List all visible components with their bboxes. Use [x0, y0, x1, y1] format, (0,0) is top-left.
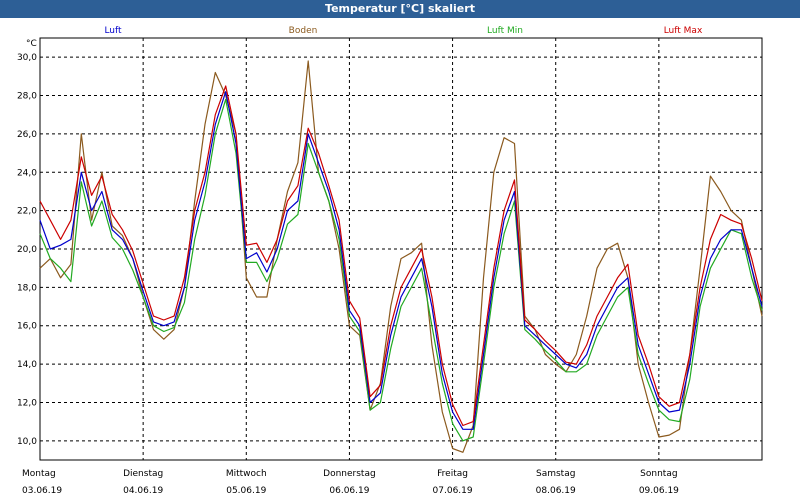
x-tick-date: 03.06.19 — [22, 486, 62, 496]
series-line-boden — [39, 60, 763, 453]
x-tick-date: 06.06.19 — [329, 486, 369, 496]
x-tick-weekday: Donnerstag — [323, 469, 376, 479]
x-tick-date: 09.06.19 — [639, 486, 679, 496]
x-tick-weekday: Mittwoch — [226, 469, 267, 479]
y-tick-label: 14,0 — [17, 360, 37, 370]
temperature-chart: Luft Boden Luft Min Luft Max °C 10,0 12,0 14,… — [17, 26, 763, 496]
window-titlebar: Temperatur [°C] skaliert — [0, 0, 800, 18]
series-line-luft-max — [39, 85, 763, 427]
legend-entry: Luft Max — [664, 26, 703, 36]
x-tick-weekday: Sonntag — [640, 469, 677, 479]
y-tick-label: 30,0 — [17, 53, 37, 63]
y-tick-label: 26,0 — [17, 130, 37, 140]
series-line-luft — [39, 91, 763, 430]
y-tick-label: 10,0 — [17, 437, 37, 447]
grid — [40, 38, 762, 460]
y-tick-label: 22,0 — [17, 207, 37, 217]
legend-entry: Luft — [104, 26, 122, 36]
y-tick-label: 18,0 — [17, 283, 37, 293]
y-tick-label: 16,0 — [17, 322, 37, 332]
legend-entry: Luft Min — [487, 26, 523, 36]
y-tick-label: 12,0 — [17, 398, 37, 408]
x-tick-weekday: Montag — [22, 469, 56, 479]
x-tick-weekday: Samstag — [536, 469, 575, 479]
legend-entry: Boden — [289, 26, 318, 36]
series-line-luft-min — [39, 98, 763, 442]
x-tick-date: 05.06.19 — [226, 486, 266, 496]
y-axis-ticks: 10,0 12,0 14,0 16,0 18,0 20,0 22,0 24,0 26,0 28,0… — [17, 53, 37, 447]
x-tick-weekday: Dienstag — [123, 469, 163, 479]
y-tick-label: 24,0 — [17, 168, 37, 178]
x-tick-weekday: Freitag — [437, 469, 468, 479]
window-title: Temperatur [°C] skaliert — [325, 2, 475, 15]
x-axis-ticks: Montag 03.06.19 Dienstag 04.06.19 Mittwoch 05… — [22, 469, 679, 496]
legend: Luft Boden Luft Min Luft Max — [104, 26, 703, 36]
y-tick-label: 28,0 — [17, 92, 37, 102]
x-tick-date: 04.06.19 — [123, 486, 163, 496]
x-tick-date: 08.06.19 — [536, 486, 576, 496]
y-axis-label: °C — [26, 39, 37, 49]
series-lines — [39, 60, 763, 453]
y-tick-label: 20,0 — [17, 245, 37, 255]
x-tick-date: 07.06.19 — [433, 486, 473, 496]
